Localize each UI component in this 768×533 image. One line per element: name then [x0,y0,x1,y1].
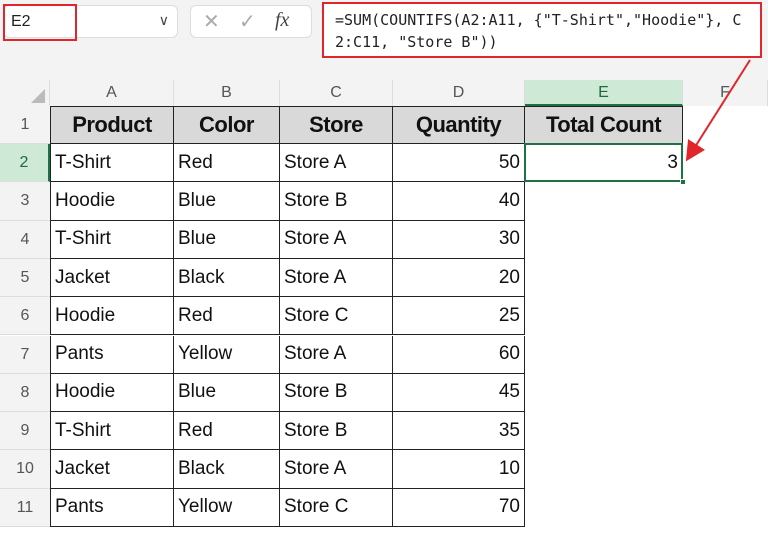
table-cell[interactable]: Hoodie [50,373,174,413]
table-cell[interactable]: Store A [280,258,393,298]
select-all-button[interactable] [0,80,50,106]
formula-highlight [322,2,762,58]
column-header-B[interactable]: B [174,80,280,106]
table-cell[interactable]: Blue [174,182,280,221]
table-cell[interactable]: Yellow [174,335,280,374]
row-header-5[interactable]: 5 [0,258,50,298]
table-cell[interactable]: T-Shirt [50,144,174,183]
table-cell[interactable]: Store A [280,335,393,374]
table-cell[interactable]: Store C [280,488,393,527]
table-cell[interactable]: 20 [393,258,525,298]
row-header-8[interactable]: 8 [0,373,50,413]
header-cell-color[interactable]: Color [174,106,280,144]
row-header-1[interactable]: 1 [0,106,50,144]
table-cell[interactable]: T-Shirt [50,220,174,259]
row-header-2[interactable]: 2 [0,144,50,183]
table-cell[interactable]: 70 [393,488,525,527]
column-header-A[interactable]: A [50,80,174,106]
table-cell[interactable]: 30 [393,220,525,259]
fx-icon[interactable]: fx [275,9,290,31]
chevron-down-icon[interactable]: ∨ [158,12,169,28]
table-cell[interactable]: Store B [280,182,393,221]
column-header-F[interactable]: F [683,80,768,106]
table-cell[interactable]: Hoodie [50,297,174,336]
formula-input[interactable]: =SUM(COUNTIFS(A2:A11, {"T-Shirt","Hoodie… [322,2,762,58]
formula-controls: ✕ ✓ fx [190,5,312,38]
fill-handle[interactable] [680,179,686,186]
row-header-6[interactable]: 6 [0,297,50,336]
column-header-D[interactable]: D [393,80,525,106]
table-cell[interactable]: Blue [174,373,280,413]
table-cell[interactable]: Red [174,297,280,336]
table-cell[interactable]: Yellow [174,488,280,527]
name-box-highlight [3,4,77,41]
header-cell-total-count[interactable]: Total Count [525,106,683,144]
select-all-triangle-icon [31,89,45,103]
table-cell[interactable]: Jacket [50,450,174,489]
table-cell[interactable]: 25 [393,297,525,336]
table-cell[interactable]: Blue [174,220,280,259]
name-box-value: E2 [11,13,31,30]
column-header-C[interactable]: C [280,80,393,106]
table-cell[interactable]: Store B [280,412,393,451]
table-cell[interactable]: Black [174,450,280,489]
header-cell-product[interactable]: Product [50,106,174,144]
table-cell[interactable]: Hoodie [50,182,174,221]
table-cell[interactable]: Jacket [50,258,174,298]
row-header-7[interactable]: 7 [0,335,50,374]
row-header-3[interactable]: 3 [0,182,50,221]
table-cell[interactable]: Black [174,258,280,298]
table-cell[interactable]: Red [174,144,280,183]
row-header-9[interactable]: 9 [0,412,50,451]
table-cell[interactable]: 10 [393,450,525,489]
row-header-4[interactable]: 4 [0,220,50,259]
table-cell[interactable]: 40 [393,182,525,221]
header-cell-store[interactable]: Store [280,106,393,144]
x-icon[interactable]: ✕ [203,11,220,33]
row-header-10[interactable]: 10 [0,450,50,489]
name-box[interactable]: E2 ∨ [3,5,178,38]
table-cell[interactable]: Red [174,412,280,451]
formula-toolbar: E2 ∨ ✕ ✓ fx =SUM(COUNTIFS(A2:A11, {"T-Sh… [0,0,768,80]
table-cell[interactable]: Pants [50,488,174,527]
table-cell[interactable]: Store A [280,220,393,259]
header-cell-quantity[interactable]: Quantity [393,106,525,144]
table-cell[interactable]: Pants [50,335,174,374]
table-cell[interactable]: 60 [393,335,525,374]
table-cell[interactable]: 45 [393,373,525,413]
row-header-11[interactable]: 11 [0,488,50,527]
selected-cell-outline [524,143,683,183]
table-cell[interactable]: Store A [280,450,393,489]
table-cell[interactable]: Store B [280,373,393,413]
table-cell[interactable]: T-Shirt [50,412,174,451]
arrow-line [685,59,751,162]
column-header-E[interactable]: E [525,80,683,106]
table-cell[interactable]: Store A [280,144,393,183]
table-cell[interactable]: 35 [393,412,525,451]
table-cell[interactable]: Store C [280,297,393,336]
formula-text: =SUM(COUNTIFS(A2:A11, {"T-Shirt","Hoodie… [335,11,742,51]
check-icon[interactable]: ✓ [239,11,256,33]
